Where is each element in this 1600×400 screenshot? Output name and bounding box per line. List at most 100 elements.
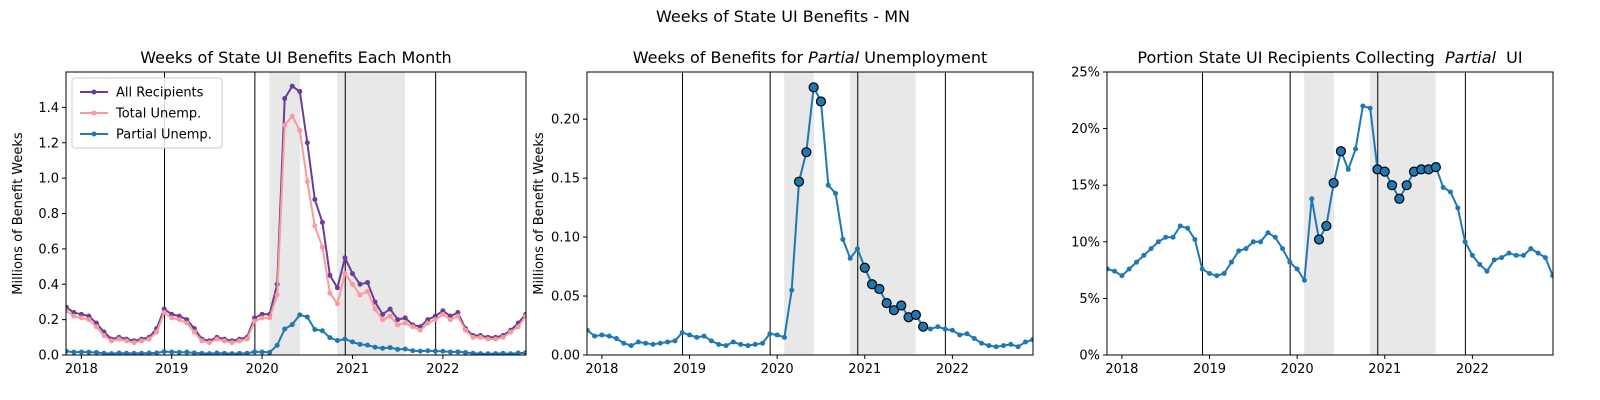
x-tick-label: 2021 — [1368, 362, 1401, 377]
data-point — [1221, 270, 1227, 276]
data-point — [402, 346, 408, 352]
data-point — [365, 342, 371, 348]
highlighted-point — [1321, 220, 1332, 232]
data-point — [1022, 339, 1028, 345]
data-point — [139, 350, 145, 355]
data-point — [380, 345, 386, 351]
data-point — [701, 333, 707, 339]
data-point — [161, 306, 167, 312]
data-point — [455, 349, 461, 355]
x-tick-label: 2020 — [1281, 362, 1314, 377]
data-point — [252, 349, 258, 355]
legend-swatch-marker — [91, 110, 97, 116]
data-point — [244, 336, 250, 342]
data-point — [154, 329, 160, 335]
data-point — [462, 327, 468, 333]
data-point — [244, 350, 250, 355]
axes-frame — [586, 71, 1034, 356]
data-point — [493, 351, 499, 355]
data-point — [1513, 252, 1519, 258]
data-point — [628, 343, 634, 349]
data-point — [1207, 270, 1213, 276]
data-point — [1119, 273, 1125, 279]
data-point — [327, 335, 333, 341]
y-tick-label: 15% — [1071, 179, 1100, 194]
chart-title: Weeks of State UI Benefits Each Month — [140, 48, 451, 67]
data-point — [500, 334, 506, 340]
data-point — [214, 350, 220, 355]
data-point — [964, 331, 970, 337]
highlighted-point — [918, 321, 929, 332]
data-point — [515, 350, 521, 355]
highlighted-point — [859, 262, 870, 273]
data-point — [840, 236, 846, 242]
data-point — [267, 349, 273, 355]
data-point — [935, 324, 941, 330]
data-point — [979, 340, 985, 346]
data-point — [1170, 234, 1176, 240]
data-point — [206, 351, 212, 355]
data-point — [1462, 239, 1468, 245]
data-point — [1163, 234, 1169, 240]
x-tick-label: 2019 — [1193, 362, 1226, 377]
data-point — [1491, 257, 1497, 263]
data-point — [86, 317, 92, 323]
x-tick-label: 2019 — [673, 362, 706, 377]
data-point — [289, 113, 295, 119]
data-point — [455, 313, 461, 319]
data-point — [146, 350, 152, 355]
data-point — [485, 351, 491, 355]
data-point — [1008, 341, 1014, 347]
data-point — [650, 341, 656, 347]
data-point — [587, 327, 590, 333]
y-tick-label: 5% — [1079, 292, 1100, 307]
data-point — [515, 324, 521, 330]
data-point — [372, 344, 378, 350]
data-point — [1360, 103, 1366, 109]
data-point — [774, 332, 780, 338]
chart-title: Portion State UI Recipients Collecting P… — [1137, 48, 1522, 67]
data-point — [1228, 259, 1234, 265]
data-point — [1133, 259, 1139, 265]
data-point — [462, 350, 468, 355]
data-point — [425, 348, 431, 354]
y-tick-label: 0.6 — [38, 242, 59, 257]
chart-title-italic: Partial — [1445, 48, 1497, 67]
data-point — [259, 349, 265, 355]
plot-area — [1107, 72, 1553, 355]
data-point — [237, 350, 243, 355]
data-point — [425, 317, 431, 323]
data-point — [1469, 252, 1475, 258]
chart-portion-partial-ui: 2018 2019 2020 2021 2022 0% 5% 10% 15% 20% 25% Port… — [1071, 48, 1554, 377]
data-point — [259, 315, 265, 321]
data-point — [1155, 239, 1161, 245]
data-point — [206, 340, 212, 346]
data-point — [508, 351, 514, 355]
chart-title-part: Unemployment — [859, 48, 987, 67]
highlighted-point — [1328, 177, 1339, 189]
data-point — [1214, 273, 1220, 279]
y-tick-label: 0.8 — [38, 207, 59, 222]
data-point — [297, 312, 303, 318]
data-point — [169, 349, 175, 355]
x-tick-label: 2019 — [155, 362, 188, 377]
y-tick-label: 0.00 — [551, 349, 580, 364]
data-point — [847, 255, 853, 261]
y-tick-label: 0.05 — [551, 290, 580, 305]
data-point — [1185, 225, 1191, 231]
highlighted-point — [1401, 180, 1412, 191]
highlighted-point — [1430, 161, 1441, 173]
data-point — [1107, 266, 1110, 272]
data-point — [214, 336, 220, 342]
data-point — [942, 326, 948, 332]
data-point — [767, 331, 773, 337]
data-point — [1272, 234, 1278, 240]
y-tick-label: 1.0 — [38, 172, 59, 187]
data-point — [447, 349, 453, 355]
data-point — [252, 315, 258, 321]
data-point — [1521, 252, 1527, 258]
data-point — [440, 308, 446, 314]
x-tick-label: 2018 — [65, 362, 98, 377]
data-point — [1506, 250, 1512, 256]
legend-entry-label: All Recipients — [116, 86, 204, 101]
